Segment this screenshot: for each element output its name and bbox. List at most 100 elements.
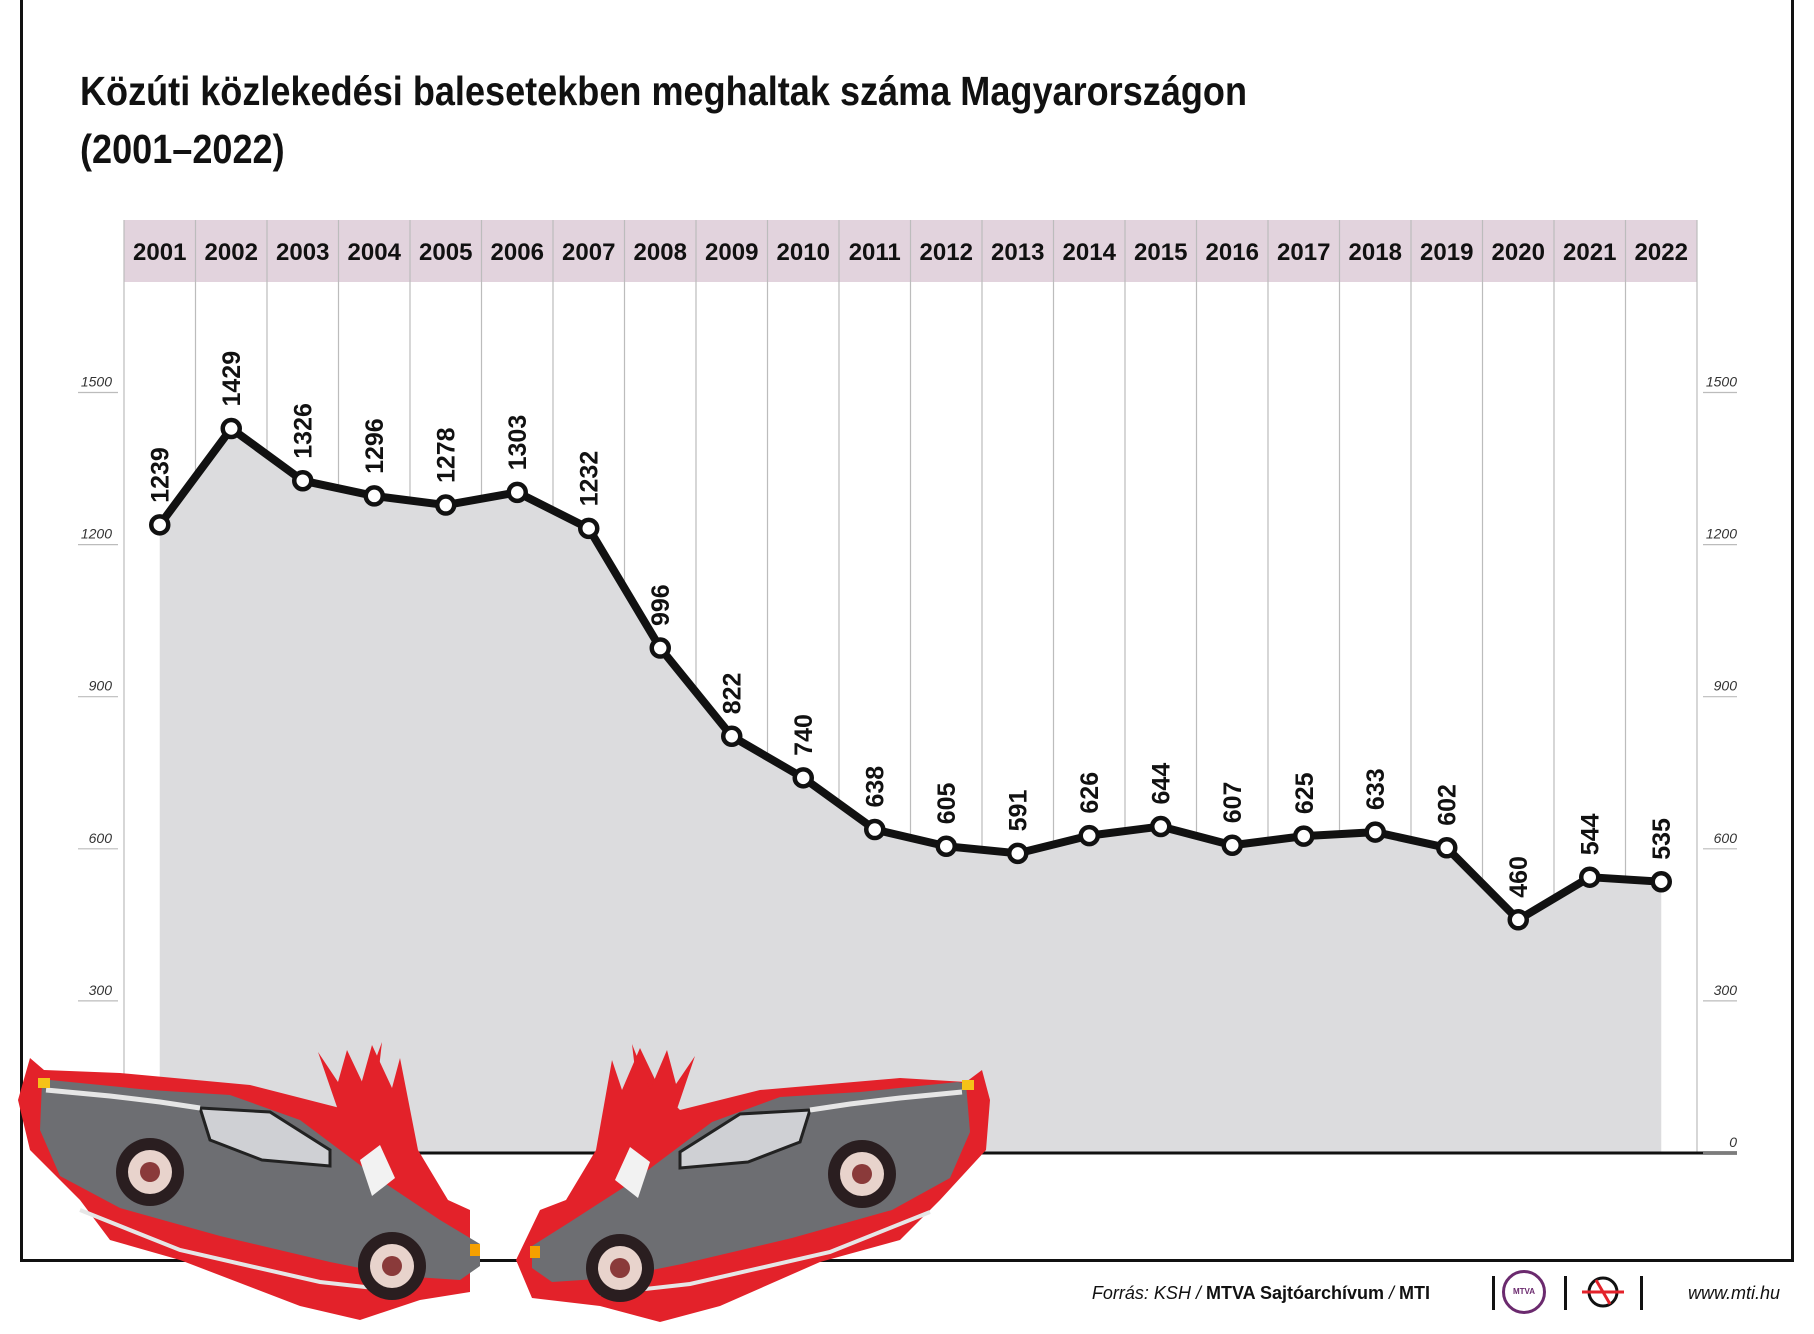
footer-separator (1564, 1276, 1567, 1310)
x-tick-label: 2003 (276, 239, 329, 266)
data-label: 822 (719, 673, 747, 715)
footer-separator (1492, 1276, 1495, 1310)
area-shape (159, 428, 1662, 1153)
series-polyline (155, 424, 1666, 924)
x-tick-label: 2005 (419, 239, 472, 266)
data-label: 1429 (218, 351, 246, 407)
x-tick-label: 2019 (1420, 239, 1473, 266)
x-tick-label: 2009 (705, 239, 758, 266)
data-point (1507, 909, 1529, 931)
data-label: 626 (1076, 772, 1104, 814)
website-url: www.mti.hu (1687, 1283, 1780, 1303)
data-label: 1278 (433, 427, 461, 483)
y-tick-label-right: 0 (1729, 1134, 1737, 1150)
data-label: 607 (1219, 782, 1247, 824)
data-point (435, 494, 457, 516)
data-point (1150, 815, 1172, 838)
x-tick-label: 2013 (991, 239, 1044, 266)
y-tick-label-right: 1200 (1706, 526, 1737, 542)
data-point (864, 818, 886, 841)
x-tick-label: 2014 (1063, 239, 1117, 266)
x-tick-label: 2001 (133, 239, 186, 266)
x-tick-label: 2011 (849, 239, 901, 266)
mtva-logo-icon: MTVA (1502, 1270, 1546, 1314)
source-archive: MTVA Sajtóarchívum (1205, 1283, 1384, 1303)
x-tick-label: 2015 (1134, 239, 1187, 266)
area-fill (159, 428, 1662, 1153)
x-tick-label: 2006 (491, 239, 544, 266)
footer-separator (1640, 1276, 1643, 1310)
data-label: 633 (1362, 768, 1390, 810)
data-label: 1326 (290, 403, 318, 459)
y-tick-label-right: 900 (1714, 678, 1738, 694)
y-tick-label-right: 600 (1714, 830, 1738, 846)
data-label: 1296 (361, 418, 389, 474)
mti-logo-icon (1582, 1276, 1624, 1308)
data-point (578, 517, 600, 540)
data-point (1364, 821, 1386, 843)
data-point (649, 637, 671, 659)
data-label: 602 (1434, 784, 1462, 826)
data-point (1436, 837, 1458, 859)
x-tick-label: 2021 (1563, 239, 1616, 266)
x-tick-label: 2020 (1492, 239, 1545, 266)
data-label: 1303 (504, 415, 532, 471)
data-point (220, 417, 242, 440)
y-tick-label-left: 600 (89, 830, 113, 846)
source-mti: MTI (1399, 1283, 1430, 1303)
data-label: 644 (1148, 763, 1176, 805)
y-tick-label-left: 900 (89, 678, 113, 694)
data-label: 605 (933, 782, 961, 824)
left-car-icon (18, 1042, 480, 1320)
x-tick-label: 2017 (1277, 239, 1330, 266)
data-label: 996 (647, 584, 675, 626)
data-label: 625 (1291, 772, 1319, 814)
data-label: 638 (862, 766, 890, 808)
data-point (935, 835, 957, 858)
x-tick-label: 2012 (920, 239, 973, 266)
data-point (1579, 866, 1601, 888)
data-points (149, 417, 1672, 931)
x-tick-label: 2007 (562, 239, 615, 266)
y-tick-label-right: 300 (1714, 982, 1738, 998)
car-crash-illustration (18, 1042, 990, 1322)
source-credit: Forrás: KSH / MTVA Sajtóarchívum / MTI (1091, 1283, 1430, 1303)
data-point (506, 481, 528, 504)
source-label: Forrás: KSH / (1091, 1283, 1206, 1303)
data-point (292, 469, 314, 492)
chart-title: Közúti közlekedési balesetekben meghalta… (80, 62, 1400, 178)
data-point (1007, 842, 1029, 865)
x-tick-label: 2008 (634, 239, 687, 266)
data-label: 591 (1005, 790, 1033, 832)
x-tick-label: 2022 (1635, 239, 1688, 266)
footer: Forrás: KSH / MTVA Sajtóarchívum / MTI M… (1080, 1268, 1780, 1320)
data-label: 544 (1577, 813, 1605, 855)
data-labels: 1239 1429 1326 1296 1278 1303 1232 996 822 740 638… (147, 351, 1677, 898)
data-point (1650, 871, 1672, 893)
title-line-2: (2001–2022) (80, 126, 285, 172)
right-car-icon (516, 1044, 990, 1322)
y-tick-label-left: 1200 (81, 526, 112, 542)
x-tick-label: 2016 (1206, 239, 1259, 266)
x-tick-label: 2018 (1349, 239, 1402, 266)
x-tick-label: 2010 (777, 239, 830, 266)
data-point (721, 725, 743, 747)
series-line (155, 424, 1666, 924)
title-line-1: Közúti közlekedési balesetekben meghalta… (80, 68, 1248, 114)
y-tick-label-right: 1500 (1706, 374, 1737, 390)
data-point (363, 485, 385, 507)
data-label: 1232 (576, 451, 604, 507)
data-point (149, 514, 171, 536)
y-tick-label-left: 1500 (81, 374, 112, 390)
data-label: 535 (1648, 818, 1676, 860)
data-point (1221, 834, 1243, 857)
data-point (1293, 825, 1315, 847)
x-tick-label: 2004 (348, 239, 402, 266)
y-tick-label-left: 300 (89, 982, 113, 998)
data-point (1078, 824, 1100, 847)
x-tick-label: 2002 (205, 239, 258, 266)
data-label: 460 (1505, 856, 1533, 898)
data-label: 1239 (147, 447, 175, 503)
data-label: 740 (790, 714, 818, 756)
